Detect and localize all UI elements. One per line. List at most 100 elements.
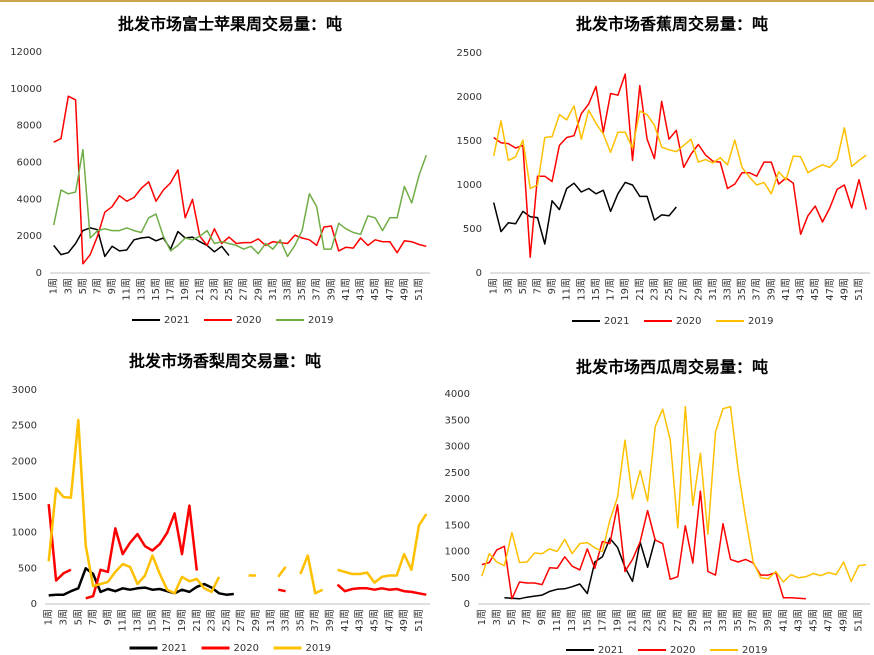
y-tick-label: 3000 [12, 385, 37, 396]
y-tick-label: 2500 [457, 48, 482, 59]
x-tick-label: 35周 [736, 278, 748, 301]
x-tick-label: 47周 [383, 609, 395, 632]
x-tick-label: 37周 [311, 278, 323, 301]
x-tick-label: 51周 [853, 609, 865, 632]
x-tick-label: 37周 [751, 278, 763, 301]
y-tick-label: 3500 [445, 415, 470, 426]
x-tick-label: 13周 [566, 609, 578, 632]
x-tick-label: 17周 [161, 609, 173, 632]
y-tick-label: 6000 [17, 158, 42, 169]
legend: 2021 2020 2019 [129, 643, 331, 654]
x-tick-label: 41周 [340, 278, 352, 301]
series-line [47, 418, 428, 595]
series-line [481, 490, 806, 600]
x-tick-label: 39周 [765, 278, 777, 301]
x-tick-label: 9周 [106, 278, 118, 294]
x-tick-label: 3周 [502, 278, 514, 294]
y-tick-label: 4000 [445, 389, 470, 400]
x-tick-label: 27周 [238, 278, 250, 301]
y-tick-label: 1000 [457, 180, 482, 191]
x-tick-label: 3周 [62, 278, 74, 294]
x-tick-label: 7周 [521, 609, 533, 625]
x-tick-label: 33周 [280, 609, 292, 632]
x-tick-label: 35周 [732, 609, 744, 632]
x-tick-label: 1周 [488, 278, 500, 294]
x-tick-label: 47周 [824, 278, 836, 301]
x-tick-label: 3周 [491, 609, 503, 625]
x-tick-label: 11周 [551, 609, 563, 632]
x-tick-label: 29周 [692, 278, 704, 301]
x-tick-label: 11周 [561, 278, 573, 301]
x-tick-label: 15周 [146, 609, 158, 632]
y-tick-label: 1000 [12, 528, 37, 539]
series-line [493, 73, 868, 258]
x-tick-label: 35周 [296, 278, 308, 301]
x-tick-label: 51周 [413, 609, 425, 632]
x-tick-label: 41周 [339, 609, 351, 632]
x-tick-label: 17周 [605, 278, 617, 301]
x-tick-label: 41周 [780, 278, 792, 301]
legend-label: 2019 [306, 643, 331, 654]
x-tick-label: 27周 [678, 278, 690, 301]
x-tick-label: 51周 [853, 278, 865, 301]
x-tick-label: 47周 [384, 278, 396, 301]
legend-label: 2020 [236, 315, 261, 326]
x-tick-label: 33周 [717, 609, 729, 632]
chart-title: 批发市场香梨周交易量：吨 [129, 352, 321, 371]
x-tick-label: 43周 [354, 609, 366, 632]
x-tick-label: 23周 [648, 278, 660, 301]
y-tick-label: 8000 [17, 121, 42, 132]
series-line [47, 503, 427, 600]
y-tick-label: 0 [476, 268, 482, 279]
x-tick-label: 7周 [532, 278, 544, 294]
y-tick-label: 10000 [10, 84, 42, 95]
x-tick-label: 49周 [398, 609, 410, 632]
series-line [48, 567, 234, 597]
x-tick-label: 37周 [747, 609, 759, 632]
chart-title: 批发市场香蕉周交易量：吨 [576, 15, 768, 34]
x-tick-label: 51周 [413, 278, 425, 301]
y-tick-label: 500 [451, 573, 470, 584]
x-tick-label: 21周 [194, 278, 206, 301]
y-tick-label: 2500 [445, 468, 470, 479]
y-tick-label: 3000 [445, 442, 470, 453]
legend-label: 2019 [308, 315, 333, 326]
x-tick-label: 49周 [838, 609, 850, 632]
x-tick-label: 31周 [267, 278, 279, 301]
x-tick-label: 9周 [536, 609, 548, 625]
x-tick-label: 45周 [369, 278, 381, 301]
x-tick-label: 15周 [590, 278, 602, 301]
y-tick-label: 0 [36, 268, 42, 279]
y-tick-label: 2000 [457, 92, 482, 103]
x-tick-label: 25周 [223, 278, 235, 301]
x-tick-label: 23周 [206, 609, 218, 632]
x-tick-label: 23周 [642, 609, 654, 632]
x-tick-label: 1周 [43, 609, 55, 625]
y-tick-label: 1500 [457, 136, 482, 147]
x-tick-label: 23周 [208, 278, 220, 301]
x-tick-label: 9周 [102, 609, 114, 625]
x-tick-label: 19周 [179, 278, 191, 301]
y-tick-label: 1500 [12, 492, 37, 503]
x-tick-label: 49周 [838, 278, 850, 301]
legend-label: 2019 [742, 645, 767, 655]
x-tick-label: 17周 [596, 609, 608, 632]
x-tick-label: 9周 [546, 278, 558, 294]
x-tick-label: 39周 [324, 609, 336, 632]
x-tick-label: 25周 [657, 609, 669, 632]
series-line [52, 148, 428, 258]
x-tick-label: 45周 [809, 278, 821, 301]
y-tick-label: 1000 [445, 547, 470, 558]
series-line [53, 95, 427, 265]
legend: 2021 2020 2019 [566, 645, 767, 655]
x-tick-label: 43周 [355, 278, 367, 301]
y-tick-label: 2000 [445, 494, 470, 505]
x-tick-label: 21周 [191, 609, 203, 632]
x-tick-label: 45周 [368, 609, 380, 632]
x-tick-label: 39周 [325, 278, 337, 301]
x-tick-label: 7周 [92, 278, 104, 294]
x-tick-label: 43周 [792, 609, 804, 632]
legend: 2021 2020 2019 [132, 315, 333, 326]
x-tick-label: 11周 [121, 278, 133, 301]
